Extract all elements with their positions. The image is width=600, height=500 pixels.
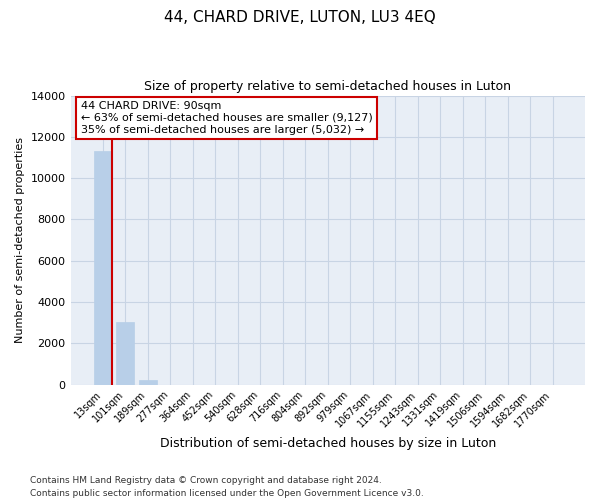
Text: 44 CHARD DRIVE: 90sqm
← 63% of semi-detached houses are smaller (9,127)
35% of s: 44 CHARD DRIVE: 90sqm ← 63% of semi-deta… xyxy=(81,102,373,134)
Title: Size of property relative to semi-detached houses in Luton: Size of property relative to semi-detach… xyxy=(144,80,511,93)
Bar xyxy=(139,380,157,384)
Y-axis label: Number of semi-detached properties: Number of semi-detached properties xyxy=(15,137,25,343)
Text: Contains HM Land Registry data © Crown copyright and database right 2024.
Contai: Contains HM Land Registry data © Crown c… xyxy=(30,476,424,498)
Bar xyxy=(116,322,134,384)
Text: 44, CHARD DRIVE, LUTON, LU3 4EQ: 44, CHARD DRIVE, LUTON, LU3 4EQ xyxy=(164,10,436,25)
X-axis label: Distribution of semi-detached houses by size in Luton: Distribution of semi-detached houses by … xyxy=(160,437,496,450)
Bar xyxy=(94,152,112,384)
